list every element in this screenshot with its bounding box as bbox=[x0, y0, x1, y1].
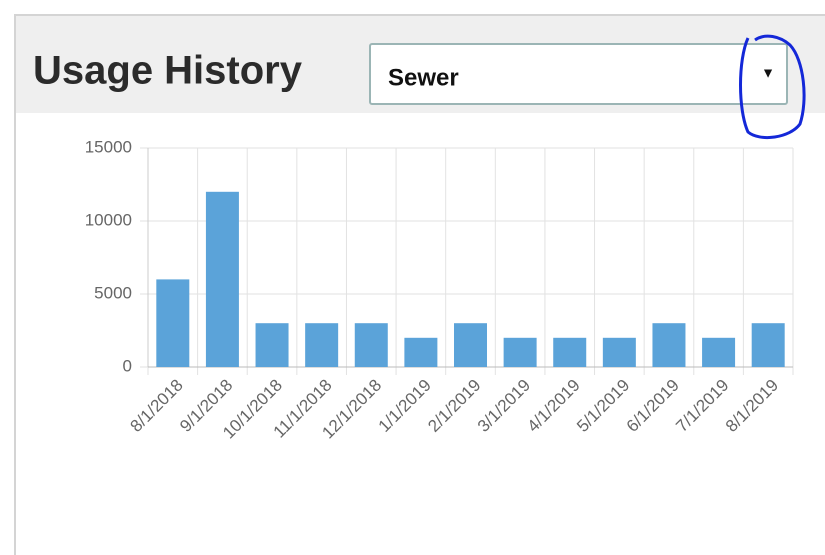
y-tick-label: 0 bbox=[123, 356, 132, 375]
y-tick-label: 10000 bbox=[85, 210, 132, 229]
bar bbox=[255, 323, 289, 367]
bar bbox=[652, 323, 686, 367]
select-arrow[interactable]: ▼ bbox=[761, 65, 775, 81]
y-tick-label: 5000 bbox=[94, 283, 132, 302]
bar bbox=[354, 323, 388, 367]
bar bbox=[454, 323, 487, 367]
bar bbox=[751, 323, 785, 367]
bar bbox=[305, 323, 339, 367]
bar bbox=[404, 337, 438, 367]
bar bbox=[205, 191, 239, 367]
card-title: Usage History bbox=[33, 49, 303, 93]
y-tick-label: 15000 bbox=[85, 137, 132, 156]
annotation-circle bbox=[739, 34, 806, 140]
bar bbox=[156, 279, 190, 367]
usage-select[interactable] bbox=[369, 43, 788, 105]
bar bbox=[702, 337, 736, 367]
bar bbox=[553, 337, 587, 367]
bar bbox=[602, 337, 636, 367]
select-value: Sewer bbox=[388, 64, 459, 91]
bar bbox=[503, 337, 537, 367]
